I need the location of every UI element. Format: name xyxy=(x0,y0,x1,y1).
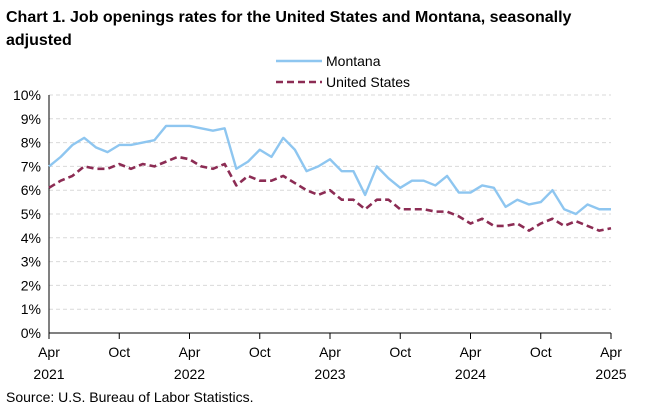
x-tick-label: Apr xyxy=(600,344,622,360)
grid xyxy=(49,94,611,310)
y-tick-label: 6% xyxy=(21,182,41,198)
legend-label: Montana xyxy=(326,53,381,69)
axes: 0% 1% 2% 3% 4% 5% 6% 7% 8% 9% 10% Apr 2021 Oct Apr 2022… xyxy=(13,87,627,382)
series-lines xyxy=(48,124,612,232)
x-tick-label: Oct xyxy=(530,344,552,360)
x-tick-label: Apr xyxy=(319,344,341,360)
y-tick-label: 2% xyxy=(21,277,41,293)
x-tick-label: Oct xyxy=(108,344,130,360)
x-tick-label: Oct xyxy=(249,344,271,360)
x-tick-label: Apr xyxy=(38,344,60,360)
x-tick-year-label: 2022 xyxy=(174,366,205,382)
x-tick-year-label: 2025 xyxy=(595,366,626,382)
x-tick-year-label: 2023 xyxy=(314,366,345,382)
y-tick-label: 9% xyxy=(21,111,41,127)
series-line-montana xyxy=(48,124,611,216)
source-note: Source: U.S. Bureau of Labor Statistics. xyxy=(6,389,254,405)
y-tick-label: 8% xyxy=(21,135,41,151)
chart-title: Chart 1. Job openings rates for the Unit… xyxy=(6,9,572,49)
x-tick-label: Apr xyxy=(179,344,201,360)
y-tick-label: 0% xyxy=(21,325,41,341)
legend-label: United States xyxy=(326,74,410,90)
legend: Montana United States xyxy=(276,53,410,90)
x-tick-label: Oct xyxy=(389,344,411,360)
x-tick-year-label: 2021 xyxy=(33,366,64,382)
y-tick-label: 7% xyxy=(21,158,41,174)
y-tick-label: 1% xyxy=(21,301,41,317)
x-tick-label: Apr xyxy=(460,344,482,360)
y-tick-label: 3% xyxy=(21,254,41,270)
y-tick-label: 4% xyxy=(21,230,41,246)
y-tick-label: 10% xyxy=(13,87,41,103)
y-tick-label: 5% xyxy=(21,206,41,222)
series-line-united-states xyxy=(48,155,612,232)
x-tick-year-label: 2024 xyxy=(455,366,486,382)
